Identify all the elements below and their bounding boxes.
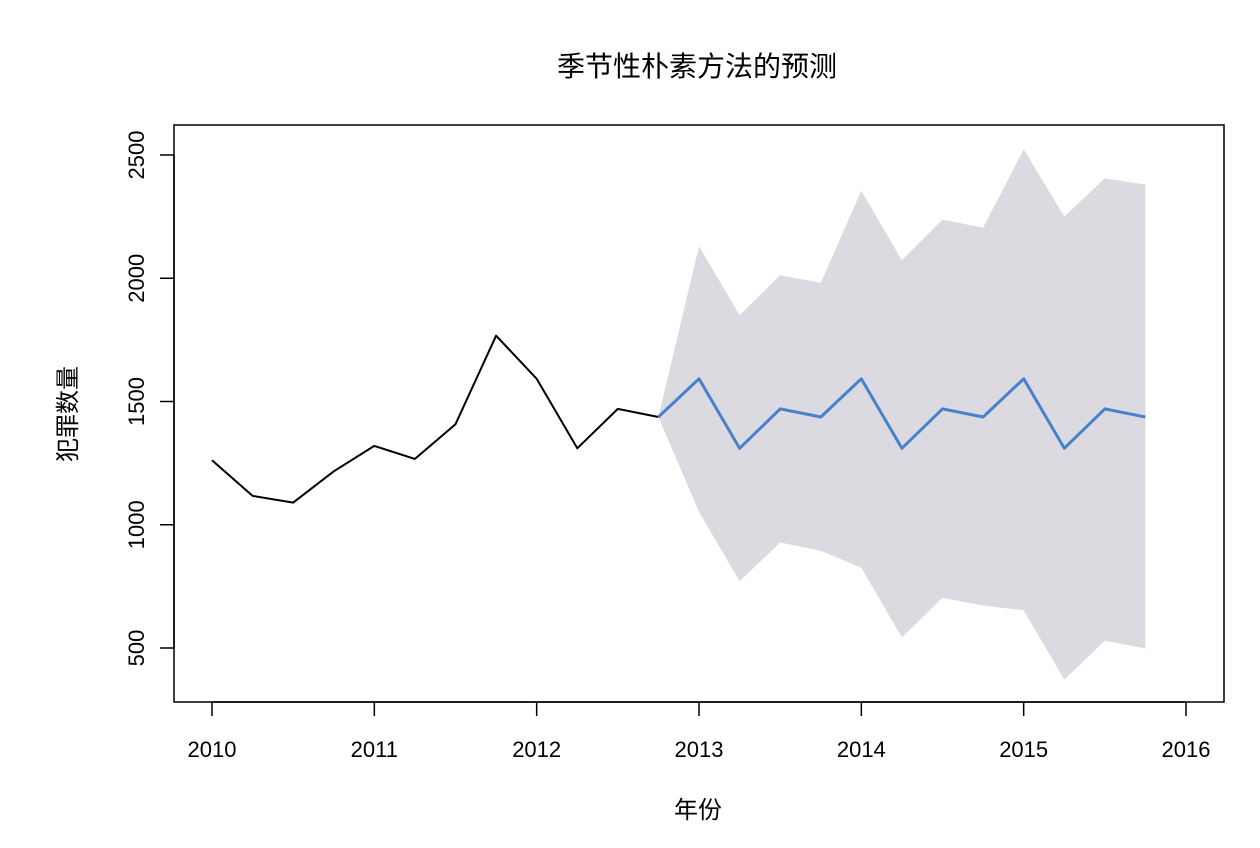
x-tick-label-2010: 2010 bbox=[188, 737, 237, 762]
chart-title: 季节性朴素方法的预测 bbox=[557, 50, 837, 83]
y-tick-label-1500: 1500 bbox=[124, 377, 149, 426]
forecast-series-line bbox=[657, 377, 1146, 450]
x-tick-label-2012: 2012 bbox=[512, 737, 561, 762]
x-tick-label-2015: 2015 bbox=[999, 737, 1048, 762]
y-tick-label-1000: 1000 bbox=[124, 500, 149, 549]
y-tick-label-2000: 2000 bbox=[124, 254, 149, 303]
y-tick-label-500: 500 bbox=[124, 630, 149, 667]
x-tick-label-2013: 2013 bbox=[675, 737, 724, 762]
observed-series-line bbox=[211, 334, 659, 504]
prediction-interval-band bbox=[658, 149, 1146, 680]
x-tick-label-2016: 2016 bbox=[1162, 737, 1211, 762]
y-axis-title: 犯罪数量 bbox=[54, 366, 82, 462]
x-axis-title: 年份 bbox=[674, 796, 722, 824]
plot-area bbox=[211, 149, 1146, 680]
x-tick-label-2014: 2014 bbox=[837, 737, 886, 762]
y-tick-label-2500: 2500 bbox=[124, 131, 149, 180]
x-tick-label-2011: 2011 bbox=[351, 737, 398, 762]
axes: 2010 2011 2012 2013 2014 2015 2016 500 1000 1500 2… bbox=[124, 131, 1210, 762]
